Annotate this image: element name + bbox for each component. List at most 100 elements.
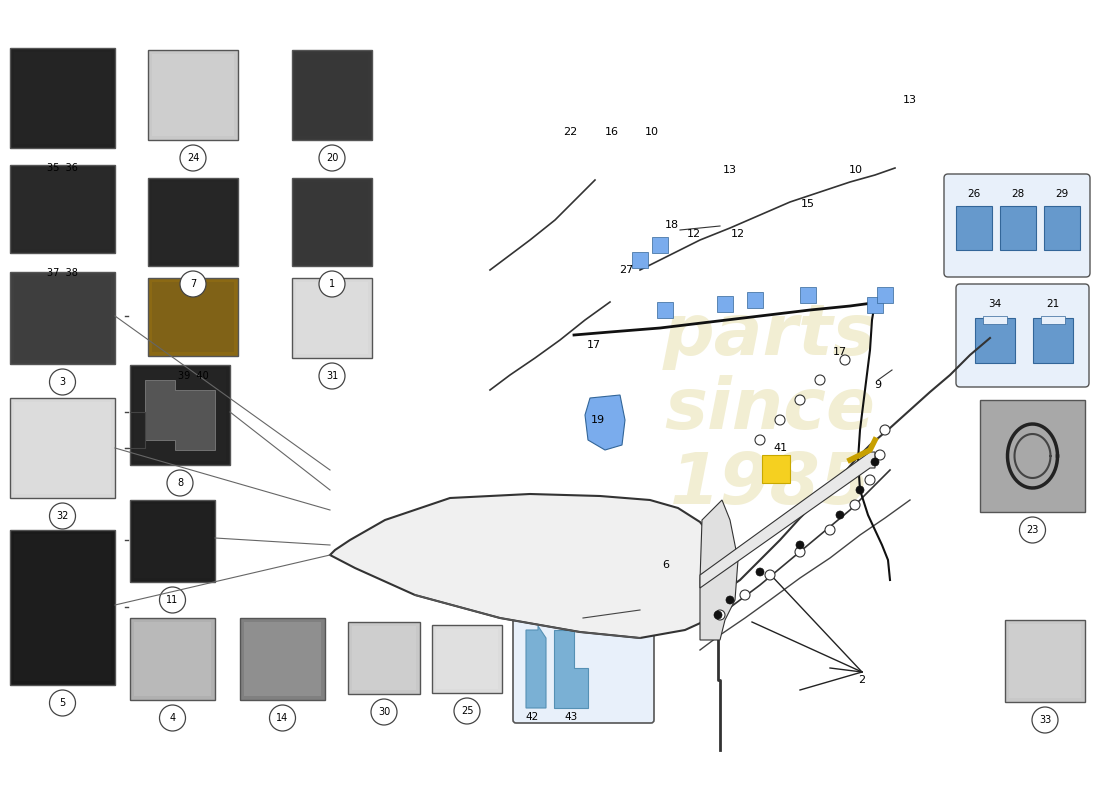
- Circle shape: [714, 611, 722, 619]
- Bar: [134, 504, 211, 578]
- Circle shape: [160, 587, 186, 613]
- Bar: [244, 622, 321, 696]
- Text: 11: 11: [166, 595, 178, 605]
- Bar: [130, 365, 230, 465]
- Circle shape: [825, 525, 835, 535]
- Circle shape: [1032, 707, 1058, 733]
- Text: 23: 23: [1026, 525, 1038, 535]
- FancyBboxPatch shape: [513, 615, 654, 723]
- Bar: [10, 272, 116, 364]
- Bar: [632, 252, 648, 268]
- Circle shape: [50, 369, 76, 395]
- Circle shape: [796, 541, 804, 549]
- Circle shape: [815, 375, 825, 385]
- Text: 41: 41: [773, 443, 788, 453]
- Text: 43: 43: [564, 712, 578, 722]
- Circle shape: [715, 610, 725, 620]
- Circle shape: [795, 395, 805, 405]
- Bar: [148, 278, 238, 356]
- Circle shape: [180, 271, 206, 297]
- Bar: [148, 50, 238, 140]
- Bar: [1033, 318, 1072, 363]
- Bar: [14, 276, 111, 360]
- Bar: [436, 629, 498, 689]
- Text: 8: 8: [177, 478, 183, 488]
- Text: 13: 13: [903, 95, 917, 105]
- Polygon shape: [145, 380, 214, 450]
- Text: 37  38: 37 38: [47, 268, 78, 278]
- Bar: [717, 296, 733, 312]
- Bar: [152, 54, 234, 136]
- Text: 20: 20: [326, 153, 338, 163]
- Circle shape: [880, 425, 890, 435]
- Bar: [980, 400, 1085, 512]
- Text: 10: 10: [849, 165, 864, 175]
- Circle shape: [454, 698, 480, 724]
- Bar: [296, 182, 369, 262]
- Bar: [14, 169, 111, 249]
- Polygon shape: [330, 494, 730, 638]
- FancyBboxPatch shape: [944, 174, 1090, 277]
- Circle shape: [850, 500, 860, 510]
- Circle shape: [319, 145, 345, 171]
- Text: 12: 12: [686, 229, 701, 239]
- Circle shape: [180, 145, 206, 171]
- Bar: [10, 48, 116, 148]
- Circle shape: [764, 570, 776, 580]
- Polygon shape: [700, 452, 874, 588]
- Bar: [652, 237, 668, 253]
- Bar: [1041, 316, 1065, 324]
- Text: 17: 17: [833, 347, 847, 357]
- Text: 17: 17: [587, 340, 601, 350]
- Circle shape: [795, 547, 805, 557]
- Circle shape: [856, 486, 864, 494]
- Circle shape: [756, 568, 764, 576]
- Circle shape: [865, 475, 874, 485]
- Bar: [348, 622, 420, 694]
- Bar: [296, 54, 369, 136]
- Text: parts
since
1985: parts since 1985: [663, 301, 877, 519]
- Circle shape: [371, 699, 397, 725]
- Text: 28: 28: [1011, 189, 1024, 199]
- Circle shape: [836, 511, 844, 519]
- Bar: [292, 178, 372, 266]
- Text: 21: 21: [1046, 299, 1059, 309]
- Text: 1: 1: [329, 279, 336, 289]
- Circle shape: [160, 705, 186, 731]
- Text: 3: 3: [59, 377, 66, 387]
- Text: 34: 34: [989, 299, 1002, 309]
- Circle shape: [50, 503, 76, 529]
- Bar: [877, 287, 893, 303]
- FancyBboxPatch shape: [956, 284, 1089, 387]
- Circle shape: [726, 596, 734, 604]
- Bar: [867, 297, 883, 313]
- Text: 24: 24: [187, 153, 199, 163]
- Bar: [240, 618, 324, 700]
- Polygon shape: [526, 626, 546, 708]
- Text: 4: 4: [169, 713, 176, 723]
- Bar: [800, 287, 816, 303]
- Text: 33: 33: [1038, 715, 1052, 725]
- Text: 30: 30: [378, 707, 390, 717]
- Bar: [134, 622, 211, 696]
- Text: 7: 7: [190, 279, 196, 289]
- Text: 31: 31: [326, 371, 338, 381]
- Bar: [975, 318, 1015, 363]
- Circle shape: [167, 470, 192, 496]
- Circle shape: [871, 458, 879, 466]
- Bar: [762, 455, 790, 483]
- Circle shape: [776, 415, 785, 425]
- Text: 13: 13: [723, 165, 737, 175]
- Bar: [1044, 206, 1080, 250]
- Text: 2: 2: [858, 675, 866, 685]
- Text: 32: 32: [56, 511, 68, 521]
- Text: 25: 25: [461, 706, 473, 716]
- Text: 5: 5: [59, 698, 66, 708]
- Bar: [1009, 624, 1081, 698]
- Text: 39  40: 39 40: [177, 371, 208, 381]
- Polygon shape: [554, 630, 588, 708]
- Text: 27: 27: [619, 265, 634, 275]
- Bar: [747, 292, 763, 308]
- Text: 6: 6: [662, 560, 670, 570]
- Text: 18: 18: [664, 220, 679, 230]
